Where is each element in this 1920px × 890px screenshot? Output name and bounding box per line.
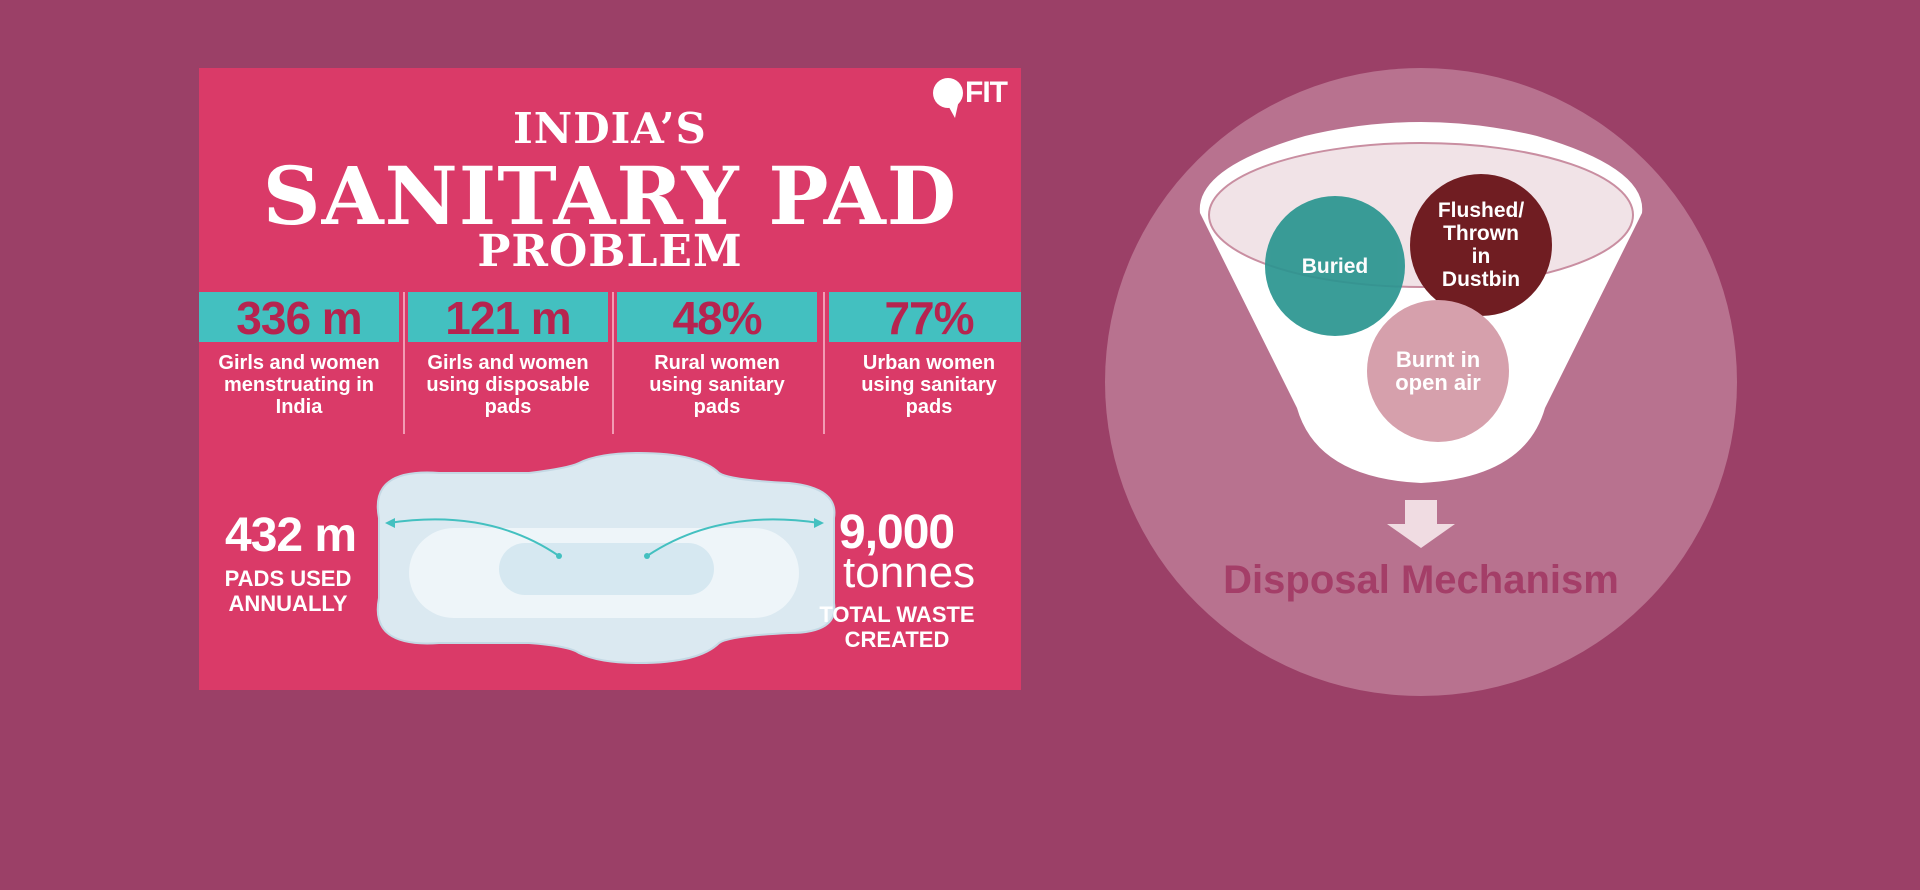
stat-value: 77% <box>829 292 1021 344</box>
stat-block: 336 m Girls and women menstruating in In… <box>199 292 399 442</box>
sanitary-pad-infographic: FIT INDIA’S SANITARY PAD PROBLEM 336 m G… <box>199 68 1021 690</box>
pad-core <box>499 543 714 595</box>
logo-text: FIT <box>965 76 1008 109</box>
method-burnt: Burnt in open air <box>1367 300 1509 442</box>
stat-block: 121 m Girls and women using disposable p… <box>408 292 608 442</box>
stat-block: 77% Urban women using sanitary pads <box>829 292 1021 442</box>
arrow-dot <box>556 553 562 559</box>
pads-label: PADS USED ANNUALLY <box>224 566 352 616</box>
stat-divider <box>612 292 614 434</box>
speech-bubble-icon <box>933 78 963 118</box>
down-arrow-shaft <box>1405 500 1437 526</box>
arrow-dot <box>644 553 650 559</box>
stat-divider <box>823 292 825 434</box>
method-buried: Buried <box>1265 196 1405 336</box>
stat-label: Rural women using sanitary pads <box>649 352 785 418</box>
stat-divider <box>403 292 405 434</box>
stat-label: Girls and women menstruating in India <box>218 352 380 418</box>
method-flushed-thrown: Flushed/ Thrown in Dustbin <box>1410 174 1552 316</box>
stat-label: Girls and women using disposable pads <box>426 352 590 418</box>
waste-label: TOTAL WASTE CREATED <box>819 602 975 652</box>
down-arrow-head <box>1387 524 1455 548</box>
waste-value: 9,000 <box>839 506 955 559</box>
stats-row: 336 m Girls and women menstruating in In… <box>199 292 1021 442</box>
stat-value: 336 m <box>199 292 399 344</box>
arrow-head <box>385 518 395 528</box>
title-line-3: PROBLEM <box>477 226 743 277</box>
disposal-mechanism-diagram: Buried Flushed/ Thrown in Dustbin Burnt … <box>1105 68 1737 696</box>
sanitary-pad-illustration <box>376 451 836 665</box>
arrow-to-pads-label <box>388 518 560 557</box>
arrow-head <box>814 518 824 528</box>
waste-unit: tonnes <box>843 548 976 597</box>
stat-label: Urban women using sanitary pads <box>861 352 997 418</box>
fit-logo: FIT <box>933 76 1008 118</box>
title-line-2: SANITARY PAD <box>262 149 958 243</box>
disposal-title: Disposal Mechanism <box>1223 558 1619 602</box>
pads-value: 432 m <box>225 509 357 562</box>
stat-block: 48% Rural women using sanitary pads <box>617 292 817 442</box>
arrow-to-waste-label <box>646 518 820 557</box>
stat-value: 121 m <box>408 292 608 344</box>
stat-value: 48% <box>617 292 817 344</box>
title-line-1: INDIA’S <box>513 104 707 153</box>
